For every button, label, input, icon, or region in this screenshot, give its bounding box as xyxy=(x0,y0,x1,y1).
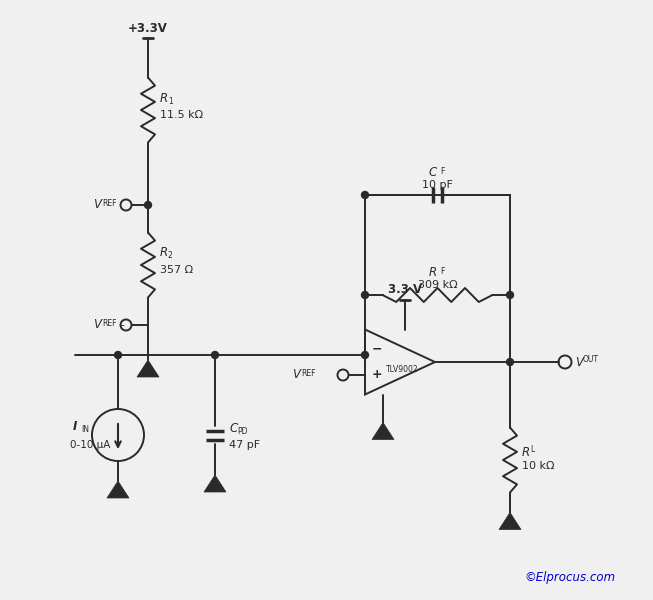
Polygon shape xyxy=(137,360,159,377)
Text: L: L xyxy=(530,445,534,455)
Polygon shape xyxy=(372,422,394,439)
Text: R: R xyxy=(160,91,168,104)
Text: I: I xyxy=(73,421,77,433)
Text: 11.5 kΩ: 11.5 kΩ xyxy=(160,110,203,120)
Circle shape xyxy=(507,358,513,365)
Text: F: F xyxy=(441,266,445,275)
Text: 309 kΩ: 309 kΩ xyxy=(418,280,457,290)
Text: −: − xyxy=(372,343,382,355)
Text: 47 pF: 47 pF xyxy=(229,440,260,450)
Text: R: R xyxy=(428,266,437,280)
Text: V: V xyxy=(292,368,300,382)
Text: 10 kΩ: 10 kΩ xyxy=(522,461,554,471)
Circle shape xyxy=(212,352,219,358)
Text: REF: REF xyxy=(102,199,116,208)
Polygon shape xyxy=(499,512,521,529)
Polygon shape xyxy=(107,481,129,498)
Text: 2: 2 xyxy=(168,251,173,260)
Text: C: C xyxy=(229,422,237,436)
Circle shape xyxy=(362,292,368,298)
Text: OUT: OUT xyxy=(583,355,599,364)
Text: PD: PD xyxy=(237,427,247,437)
Text: F: F xyxy=(441,166,445,175)
Text: REF: REF xyxy=(301,368,315,377)
Text: V: V xyxy=(93,319,101,331)
Text: R: R xyxy=(522,445,530,458)
Polygon shape xyxy=(204,475,226,492)
Circle shape xyxy=(507,292,513,298)
Text: TLV9002: TLV9002 xyxy=(386,365,419,374)
Text: V: V xyxy=(575,355,583,368)
Text: –: – xyxy=(120,320,125,330)
Text: REF: REF xyxy=(102,319,116,328)
Text: IN: IN xyxy=(81,425,89,434)
Text: C: C xyxy=(428,166,437,179)
Text: R: R xyxy=(160,247,168,259)
Text: ©Elprocus.com: ©Elprocus.com xyxy=(524,571,615,584)
Text: 1: 1 xyxy=(168,97,173,106)
Circle shape xyxy=(362,352,368,358)
Text: 0-10 μA: 0-10 μA xyxy=(70,440,110,450)
Text: 357 Ω: 357 Ω xyxy=(160,265,193,275)
Text: +3.3V: +3.3V xyxy=(128,22,168,34)
Text: V: V xyxy=(93,199,101,211)
Text: 3.3 V: 3.3 V xyxy=(388,283,422,296)
Text: +: + xyxy=(372,368,382,382)
Text: 10 pF: 10 pF xyxy=(422,180,453,190)
Circle shape xyxy=(362,191,368,199)
Circle shape xyxy=(114,352,121,358)
Circle shape xyxy=(144,202,151,208)
